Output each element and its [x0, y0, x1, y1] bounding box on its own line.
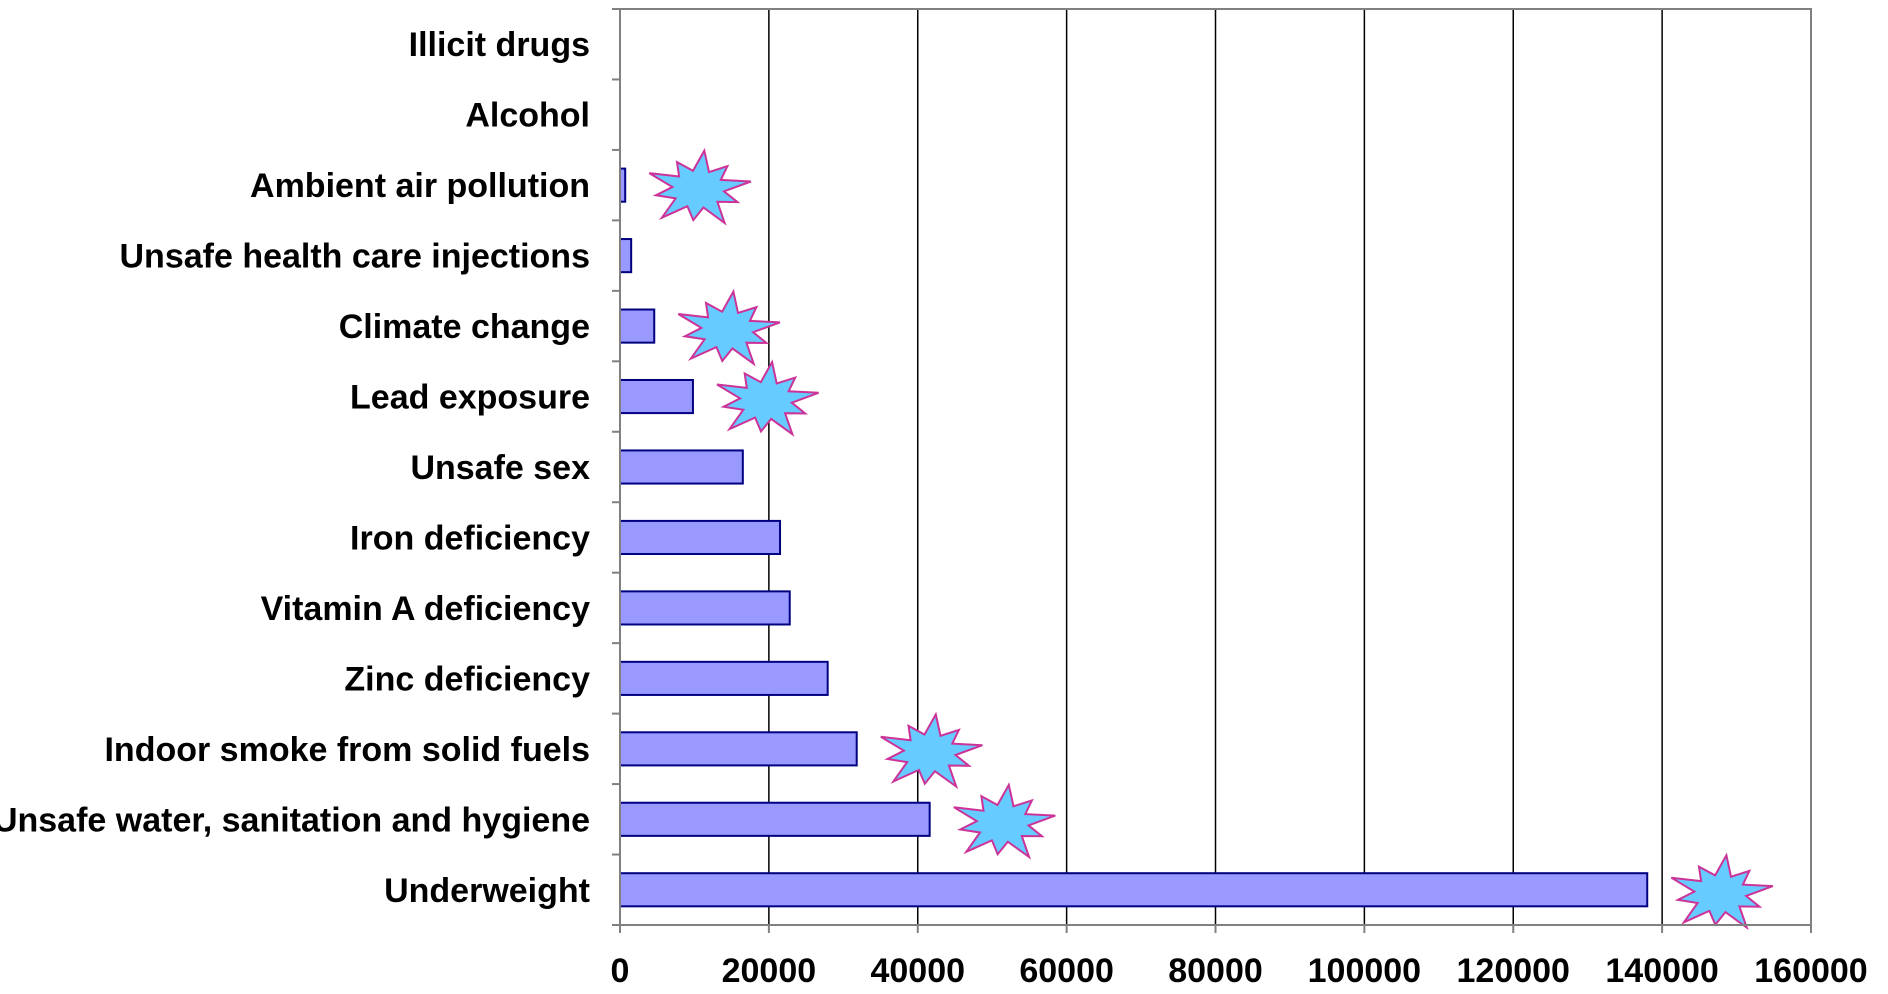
starburst-icon: [1670, 852, 1774, 931]
category-label: Indoor smoke from solid fuels: [104, 731, 590, 769]
bar: [619, 731, 858, 767]
category-label: Alcohol: [465, 97, 590, 135]
x-tick-label: 120000: [1457, 952, 1570, 990]
bar: [619, 378, 694, 415]
x-tick-label: 80000: [1168, 952, 1263, 990]
bar: [619, 872, 1649, 908]
category-label: Vitamin A deficiency: [261, 590, 590, 628]
starburst-icon: [880, 711, 983, 790]
gridlines: [768, 9, 1812, 925]
category-label: Unsafe sex: [410, 449, 590, 487]
bar: [619, 660, 829, 696]
bar: [619, 308, 656, 344]
highlight-markers: [648, 147, 1774, 931]
x-tick-label: 0: [611, 952, 630, 990]
bar: [619, 238, 633, 274]
category-label: Underweight: [384, 872, 590, 910]
category-label: Ambient air pollution: [250, 167, 590, 205]
starburst-icon: [953, 782, 1056, 860]
x-tick-label: 140000: [1605, 952, 1718, 990]
category-label: Zinc deficiency: [344, 660, 590, 698]
starburst-icon: [648, 147, 752, 226]
x-tick-label: 40000: [870, 952, 965, 990]
category-label: Climate change: [339, 308, 590, 346]
bar: [619, 449, 744, 485]
category-label: Iron deficiency: [350, 519, 590, 557]
bar: [619, 801, 931, 837]
category-label: Illicit drugs: [409, 26, 590, 64]
x-tick-label: 100000: [1308, 952, 1421, 990]
category-label: Lead exposure: [350, 379, 590, 417]
x-tick-label: 60000: [1019, 952, 1114, 990]
category-label: Unsafe water, sanitation and hygiene: [0, 801, 590, 839]
bars: [619, 167, 1649, 908]
axes: [612, 8, 1812, 933]
bar: [619, 519, 782, 556]
bar: [619, 590, 791, 626]
x-tick-label: 20000: [722, 952, 817, 990]
starburst-icon: [716, 359, 819, 437]
x-tick-labels: 0 20000 40000 60000 80000 100000 120000 140000 1…: [611, 952, 1868, 990]
x-tick-label: 160000: [1754, 952, 1867, 990]
starburst-icon: [677, 288, 781, 367]
category-labels: Illicit drugs Alcohol Ambient air pollutio…: [0, 26, 590, 910]
category-label: Unsafe health care injections: [120, 238, 591, 276]
